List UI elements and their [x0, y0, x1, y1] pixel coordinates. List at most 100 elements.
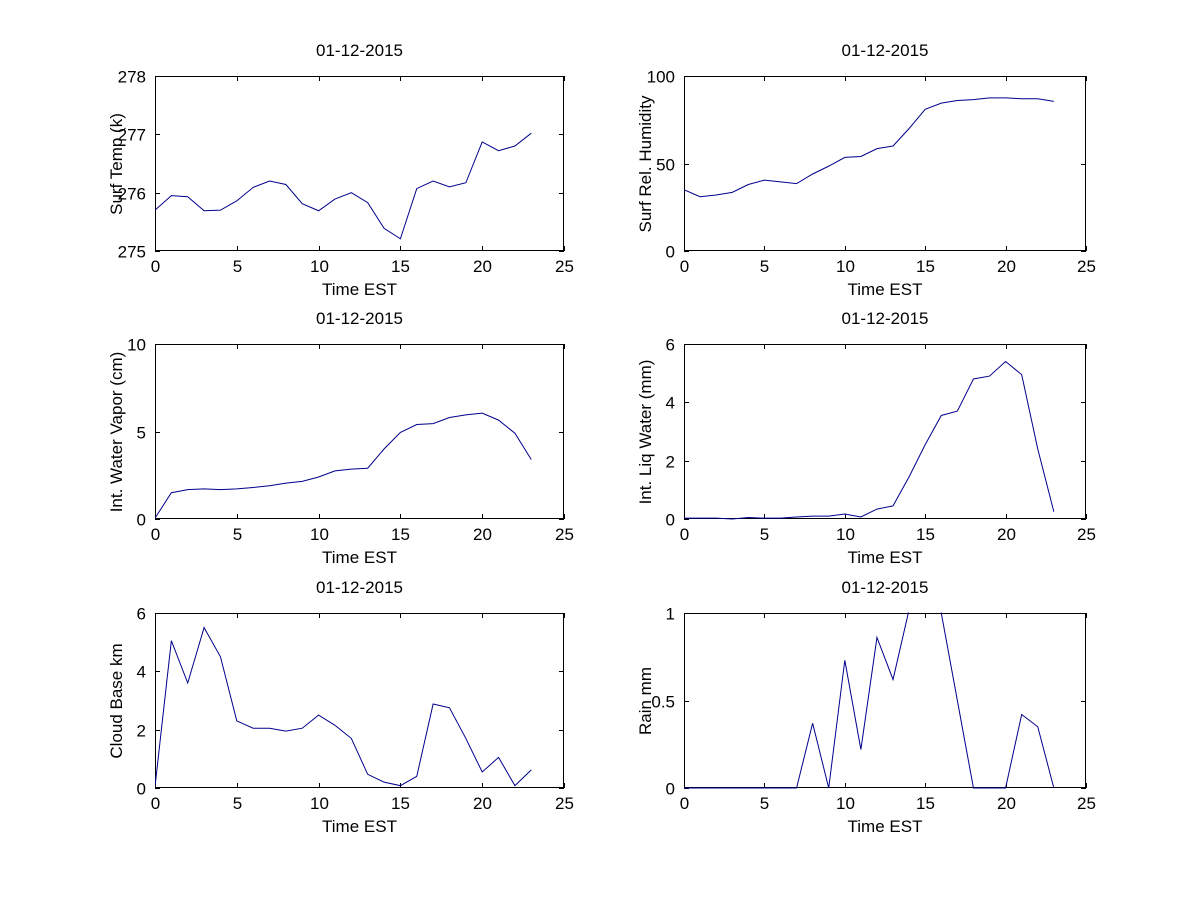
data-line — [684, 97, 1054, 198]
y-tick-label: 10 — [127, 336, 146, 355]
x-tick-label: 15 — [916, 794, 935, 813]
y-tick-label: 2 — [137, 722, 146, 741]
x-axis-label: Time EST — [322, 548, 397, 567]
y-tick-label: 1 — [666, 605, 675, 624]
plot-canvas: 0 5 10 15 20 25 0 50 100 — [647, 68, 1096, 277]
plot-title: 01-12-2015 — [316, 578, 403, 597]
x-tick-label: 20 — [473, 525, 492, 544]
y-tick-label: 6 — [137, 605, 146, 624]
plot-title: 01-12-2015 — [841, 309, 929, 328]
x-tick-label: 10 — [836, 525, 855, 544]
y-tick-label: 275 — [118, 243, 146, 262]
y-tick-label: 276 — [118, 185, 146, 204]
x-tick-label: 5 — [233, 794, 242, 813]
x-tick-label: 25 — [1077, 257, 1096, 276]
x-tick-label: 25 — [555, 525, 574, 544]
x-tick-label: 25 — [1077, 794, 1096, 813]
subplot-surf-temp: 0 5 10 15 20 25 275 276 277 278 01-12-2015 Surf T… — [107, 41, 574, 299]
x-tick-label: 20 — [997, 257, 1016, 276]
subplot-liq-water: 0 5 10 15 20 25 0 2 4 6 01-12-2015 Int. Liq Water… — [636, 309, 1096, 567]
y-tick-label: 50 — [656, 156, 675, 175]
y-tick-label: 100 — [647, 68, 675, 87]
plot-title: 01-12-2015 — [841, 41, 929, 60]
x-tick-label: 15 — [916, 257, 935, 276]
y-tick-label: 6 — [666, 336, 675, 355]
x-tick-label: 20 — [997, 794, 1016, 813]
y-tick-label: 5 — [137, 424, 146, 443]
y-axis-label: Rain mm — [636, 666, 655, 735]
x-tick-label: 15 — [916, 525, 935, 544]
y-axis-label: Surf Temp (k) — [107, 112, 126, 215]
plot-title: 01-12-2015 — [316, 41, 403, 60]
subplot-cloud-base: 0 5 10 15 20 25 0 2 4 6 01-12-2015 Cloud Base km … — [107, 578, 574, 836]
y-tick-label: 0 — [137, 511, 146, 530]
x-tick-label: 15 — [391, 794, 410, 813]
plot-canvas: 0 5 10 15 20 25 0 2 4 6 — [666, 336, 1096, 545]
x-tick-label: 5 — [233, 525, 242, 544]
axes-box — [155, 76, 564, 251]
x-tick-label: 20 — [997, 525, 1016, 544]
x-tick-label: 25 — [555, 257, 574, 276]
y-tick-label: 0 — [666, 780, 675, 799]
y-tick-label: 277 — [118, 126, 146, 145]
data-line — [684, 360, 1055, 520]
x-tick-label: 10 — [310, 525, 329, 544]
axes-box — [684, 76, 1086, 251]
data-line — [155, 626, 532, 787]
y-tick-label: 4 — [666, 394, 675, 413]
data-line — [684, 612, 1055, 789]
subplot-humidity: 0 5 10 15 20 25 0 50 100 01-12-2015 Surf Rel. Hu… — [636, 41, 1096, 299]
plot-canvas: 0 5 10 15 20 25 0 5 10 — [127, 336, 574, 545]
axes-box — [684, 344, 1086, 519]
x-tick-label: 0 — [680, 257, 689, 276]
y-tick-label: 0 — [137, 780, 146, 799]
x-tick-label: 10 — [310, 794, 329, 813]
y-axis-label: Int. Liq Water (mm) — [636, 359, 655, 504]
y-tick-label: 4 — [137, 663, 146, 682]
plot-canvas: 0 5 10 15 20 25 0 2 4 6 — [137, 605, 574, 814]
x-tick-label: 25 — [555, 794, 574, 813]
y-tick-label: 0.5 — [651, 693, 675, 712]
axes-box — [684, 613, 1086, 788]
x-axis-label: Time EST — [847, 817, 923, 836]
x-axis-label: Time EST — [847, 548, 923, 567]
axes-box — [155, 613, 564, 788]
plot-canvas: 0 5 10 15 20 25 0 0.5 1 — [651, 605, 1096, 814]
x-tick-label: 0 — [151, 525, 160, 544]
y-tick-label: 0 — [666, 511, 675, 530]
x-tick-label: 10 — [836, 794, 855, 813]
subplot-rain: 0 5 10 15 20 25 0 0.5 1 01-12-2015 Rain mm Time … — [636, 578, 1096, 836]
x-tick-label: 5 — [760, 794, 769, 813]
data-line — [155, 132, 532, 240]
x-tick-label: 0 — [680, 525, 689, 544]
plot-canvas: 0 5 10 15 20 25 275 276 277 278 — [118, 68, 574, 277]
subplot-water-vapor: 0 5 10 15 20 25 0 5 10 01-12-2015 Int. Water Vap… — [107, 309, 574, 567]
x-axis-label: Time EST — [847, 280, 923, 299]
x-tick-label: 0 — [680, 794, 689, 813]
x-tick-label: 15 — [391, 525, 410, 544]
x-tick-label: 10 — [310, 257, 329, 276]
y-tick-label: 0 — [666, 243, 675, 262]
x-tick-label: 5 — [760, 257, 769, 276]
x-tick-label: 15 — [391, 257, 410, 276]
x-axis-label: Time EST — [322, 817, 397, 836]
x-tick-label: 0 — [151, 794, 160, 813]
x-tick-label: 25 — [1077, 525, 1096, 544]
x-tick-label: 5 — [233, 257, 242, 276]
x-tick-label: 20 — [473, 794, 492, 813]
x-tick-label: 5 — [760, 525, 769, 544]
y-tick-label: 278 — [118, 68, 146, 87]
plot-title: 01-12-2015 — [841, 578, 929, 597]
y-axis-label: Cloud Base km — [107, 642, 126, 759]
x-tick-label: 20 — [473, 257, 492, 276]
plot-title: 01-12-2015 — [316, 309, 403, 328]
y-tick-label: 2 — [666, 453, 675, 472]
x-axis-label: Time EST — [322, 280, 397, 299]
x-tick-label: 0 — [151, 257, 160, 276]
data-line — [155, 412, 532, 519]
y-axis-label: Int. Water Vapor (cm) — [107, 351, 126, 512]
x-tick-label: 10 — [836, 257, 855, 276]
y-axis-label: Surf Rel. Humidity — [636, 95, 655, 232]
axes-box — [155, 344, 564, 519]
